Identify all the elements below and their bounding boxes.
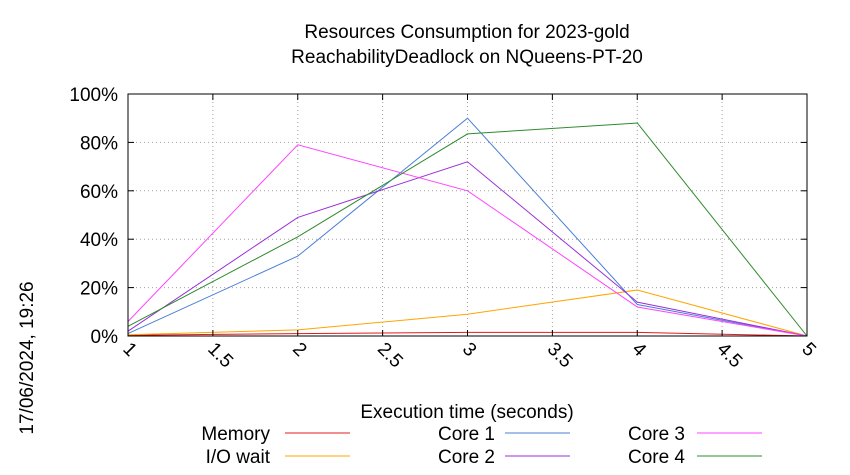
- x-tick-label: 1.5: [203, 339, 237, 373]
- legend-item-memory: Memory: [201, 424, 350, 445]
- series-line-core-3: [127, 144, 808, 337]
- series-line-core-1: [127, 117, 808, 337]
- axis-ticks: 0% 20% 40% 60% 80% 100% 1 1.5 2 2.5 3 3.5 4 4.5 5: [69, 85, 819, 372]
- y-tick-label: 80%: [80, 133, 118, 154]
- y-tick-label: 40%: [80, 230, 118, 251]
- x-tick-label: 4: [628, 339, 651, 362]
- y-tick-label: 100%: [69, 85, 118, 106]
- x-tick-label: 5: [797, 339, 819, 361]
- series-line-core-4: [127, 122, 808, 337]
- legend-item-i-o-wait: I/O wait: [206, 447, 350, 468]
- timestamp-label: 17/06/2024, 19:26: [17, 281, 38, 434]
- x-tick-label: 2: [288, 339, 310, 361]
- chart-title-line-1: Resources Consumption for 2023-gold: [304, 22, 629, 43]
- legend-item-core-1: Core 1: [438, 424, 570, 445]
- y-tick-label: 0%: [91, 327, 119, 348]
- legend-label: I/O wait: [206, 447, 271, 468]
- x-tick-label: 4.5: [713, 339, 747, 373]
- series-line-core-2: [127, 161, 808, 337]
- legend-item-core-3: Core 3: [628, 424, 762, 445]
- series-line-i-o-wait: [127, 289, 808, 337]
- x-tick-label: 3.5: [543, 339, 577, 373]
- legend-item-core-2: Core 2: [438, 447, 570, 468]
- x-tick-label: 3: [458, 339, 480, 361]
- legend-label: Memory: [201, 424, 270, 445]
- x-tick-label: 2.5: [373, 339, 407, 373]
- legend-label: Core 1: [438, 424, 495, 445]
- y-tick-label: 60%: [80, 182, 118, 203]
- legend-label: Core 3: [628, 424, 685, 445]
- legend-label: Core 2: [438, 447, 495, 468]
- chart-title-line-2: ReachabilityDeadlock on NQueens-PT-20: [291, 47, 643, 68]
- y-tick-label: 20%: [80, 279, 118, 300]
- legend-label: Core 4: [628, 447, 685, 468]
- x-tick-label: 1: [118, 339, 140, 361]
- x-axis-label: Execution time (seconds): [360, 402, 573, 423]
- legend-item-core-4: Core 4: [628, 447, 762, 468]
